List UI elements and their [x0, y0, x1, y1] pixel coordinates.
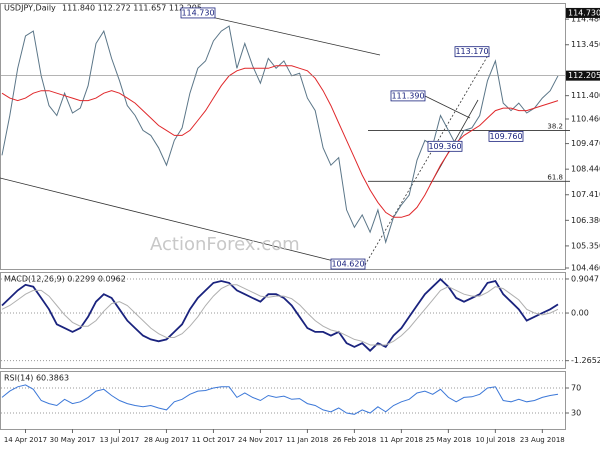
annotation: 109.360: [428, 142, 461, 151]
y-tick-label: 108.440: [571, 165, 600, 174]
y-tick-label: 110.460: [571, 114, 600, 123]
x-tick-label: 23 Aug 2018: [520, 436, 565, 444]
y-tick-label: 0.9047: [571, 274, 599, 283]
price-marker: [566, 7, 600, 18]
y-tick-label: -1.2652: [571, 356, 600, 365]
annotation: 113.170: [455, 47, 488, 56]
annotation-box: [427, 140, 463, 152]
rsi-frame: [0, 371, 566, 430]
x-tick-label: 11 Apr 2018: [380, 436, 423, 444]
rsi-title: RSI(14) 60.3863: [4, 374, 69, 383]
y-tick-label: 107.410: [571, 190, 600, 199]
ohlc: 111.840 112.272 111.657 112.205: [62, 4, 202, 13]
annotation: 109.760: [489, 132, 522, 141]
price-frame: [0, 3, 566, 270]
x-tick-label: 26 Feb 2018: [333, 436, 377, 444]
y-tick-label: 70: [571, 384, 581, 393]
annotation-box: [330, 258, 366, 270]
x-tick-label: 14 Apr 2017: [4, 436, 47, 444]
x-tick-label: 11 Oct 2017: [192, 436, 235, 444]
chart-title: USDJPY,Daily: [4, 4, 56, 13]
price-marker-label: 112.205: [568, 71, 600, 80]
x-tick-label: 13 Jul 2017: [100, 436, 140, 444]
annotation-box: [390, 90, 426, 102]
y-tick-label: 104.460: [571, 264, 600, 273]
x-tick-label: 10 Jul 2018: [476, 436, 516, 444]
y-tick-label: 30: [571, 409, 581, 418]
annotation: 111.390: [391, 91, 424, 100]
y-tick-label: 113.450: [571, 40, 600, 49]
annotation-box: [454, 46, 490, 58]
y-tick-label: 111.400: [571, 91, 600, 100]
price-marker: [566, 70, 600, 81]
series-line: [1, 25, 559, 245]
y-tick-label: 109.470: [571, 139, 600, 148]
y-tick-label: 114.480: [571, 15, 600, 24]
trend-line: [424, 95, 471, 119]
x-tick-label: 24 Nov 2017: [238, 436, 283, 444]
price-marker-label: 114.730: [568, 8, 600, 17]
macd-frame: [0, 272, 566, 369]
y-tick-label: 0.00: [571, 309, 589, 318]
y-tick-label: 105.350: [571, 241, 600, 250]
annotation: 114.730: [181, 8, 214, 17]
x-tick-label: 28 Aug 2017: [144, 436, 189, 444]
series-line: [1, 284, 559, 346]
y-tick-label: 106.380: [571, 216, 600, 225]
fib-label: 38.2: [547, 122, 563, 130]
series-line: [1, 384, 559, 415]
x-tick-label: 30 May 2017: [50, 436, 96, 444]
x-tick-label: 11 Jan 2018: [286, 436, 328, 444]
channel-bottom: [0, 177, 363, 269]
x-tick-label: 25 May 2018: [426, 436, 472, 444]
fib-label: 61.8: [547, 173, 563, 181]
trend-dotted: [364, 51, 491, 266]
annotation-box: [180, 7, 216, 19]
watermark: ActionForex.com: [150, 234, 300, 255]
annotation-box: [488, 130, 524, 142]
annotation: 104.620: [331, 260, 364, 269]
series-line: [1, 65, 559, 218]
